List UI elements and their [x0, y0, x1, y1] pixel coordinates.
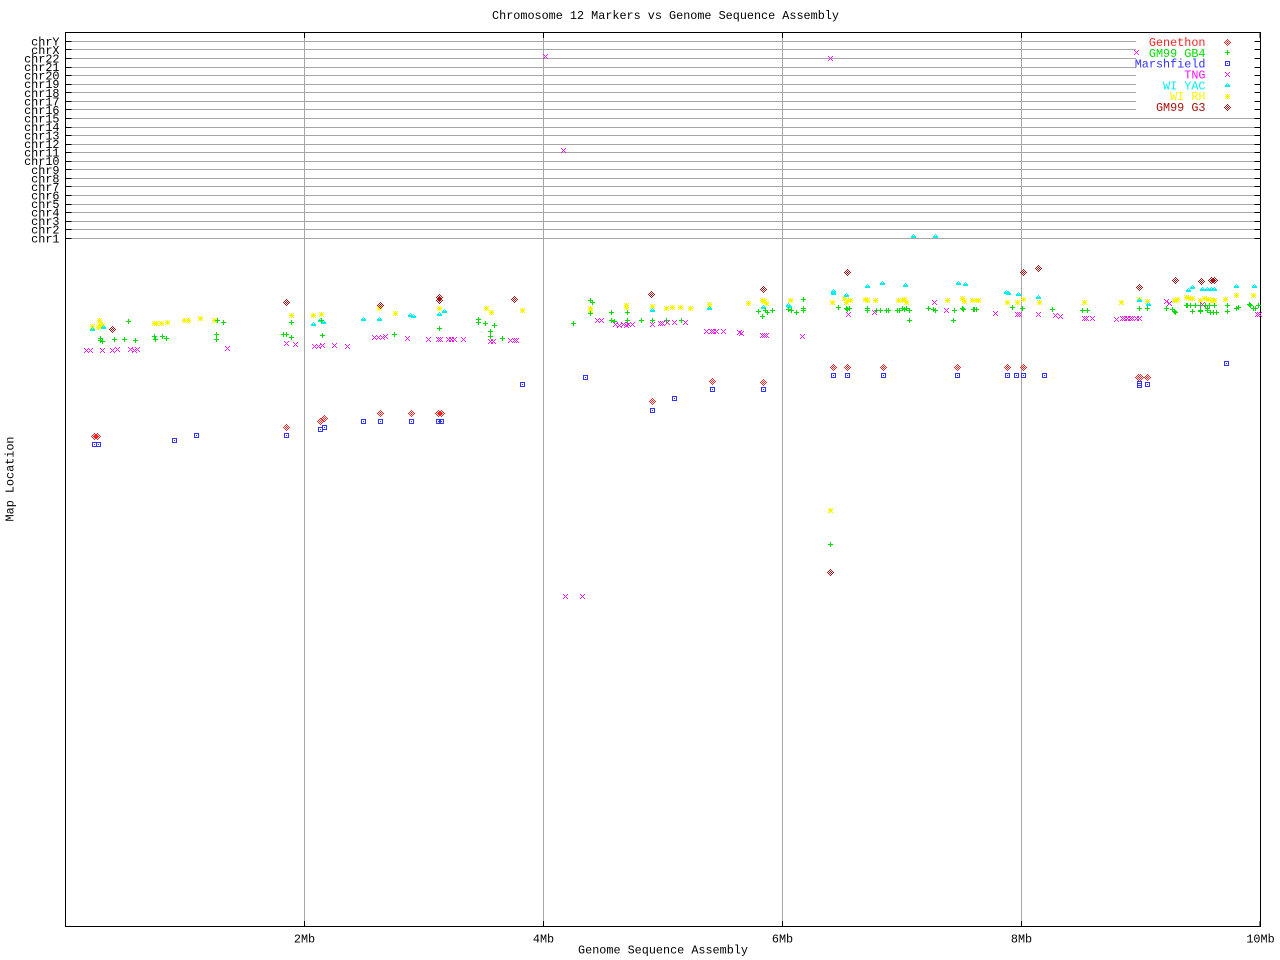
svg-text:chr21: chr21 [24, 61, 59, 75]
svg-text:Genome Sequence Assembly: Genome Sequence Assembly [578, 944, 748, 958]
svg-text:Genethon: Genethon [1149, 36, 1206, 50]
svg-text:chr10: chr10 [24, 155, 59, 169]
svg-text:chr15: chr15 [24, 112, 59, 126]
svg-text:chr2: chr2 [31, 224, 59, 238]
svg-text:chr14: chr14 [24, 121, 59, 135]
svg-text:chr12: chr12 [24, 138, 59, 152]
svg-text:chr1: chr1 [31, 232, 59, 246]
svg-text:chr19: chr19 [24, 78, 59, 92]
svg-text:chr18: chr18 [24, 87, 59, 101]
svg-text:chr11: chr11 [24, 147, 59, 161]
svg-text:chr5: chr5 [31, 198, 59, 212]
svg-text:chr17: chr17 [24, 95, 59, 109]
svg-text:chr4: chr4 [31, 207, 59, 221]
svg-text:GM99 GB4: GM99 GB4 [1149, 47, 1206, 61]
svg-text:GM99 G3: GM99 G3 [1156, 101, 1206, 115]
svg-text:2Mb: 2Mb [294, 933, 315, 947]
svg-text:8Mb: 8Mb [1011, 933, 1032, 947]
svg-text:chr8: chr8 [31, 172, 59, 186]
svg-text:Chromosome 12 Markers vs Genom: Chromosome 12 Markers vs Genome Sequence… [492, 9, 839, 23]
svg-text:4Mb: 4Mb [533, 933, 554, 947]
svg-text:chr22: chr22 [24, 53, 59, 67]
svg-text:Marshfield: Marshfield [1135, 58, 1206, 72]
svg-text:chrX: chrX [31, 44, 59, 58]
svg-text:chr13: chr13 [24, 130, 59, 144]
svg-text:chr9: chr9 [31, 164, 59, 178]
svg-text:chr16: chr16 [24, 104, 59, 118]
svg-text:10Mb: 10Mb [1246, 933, 1274, 947]
svg-text:chr20: chr20 [24, 70, 59, 84]
svg-text:chrY: chrY [31, 35, 59, 49]
svg-text:TNG: TNG [1184, 69, 1205, 83]
svg-text:chr7: chr7 [31, 181, 59, 195]
svg-text:6Mb: 6Mb [772, 933, 793, 947]
svg-text:chr3: chr3 [31, 215, 59, 229]
svg-text:chr6: chr6 [31, 190, 59, 204]
svg-text:WI YAC: WI YAC [1163, 79, 1205, 93]
svg-text:WI RH: WI RH [1170, 90, 1205, 104]
svg-text:Map Location: Map Location [4, 437, 18, 522]
